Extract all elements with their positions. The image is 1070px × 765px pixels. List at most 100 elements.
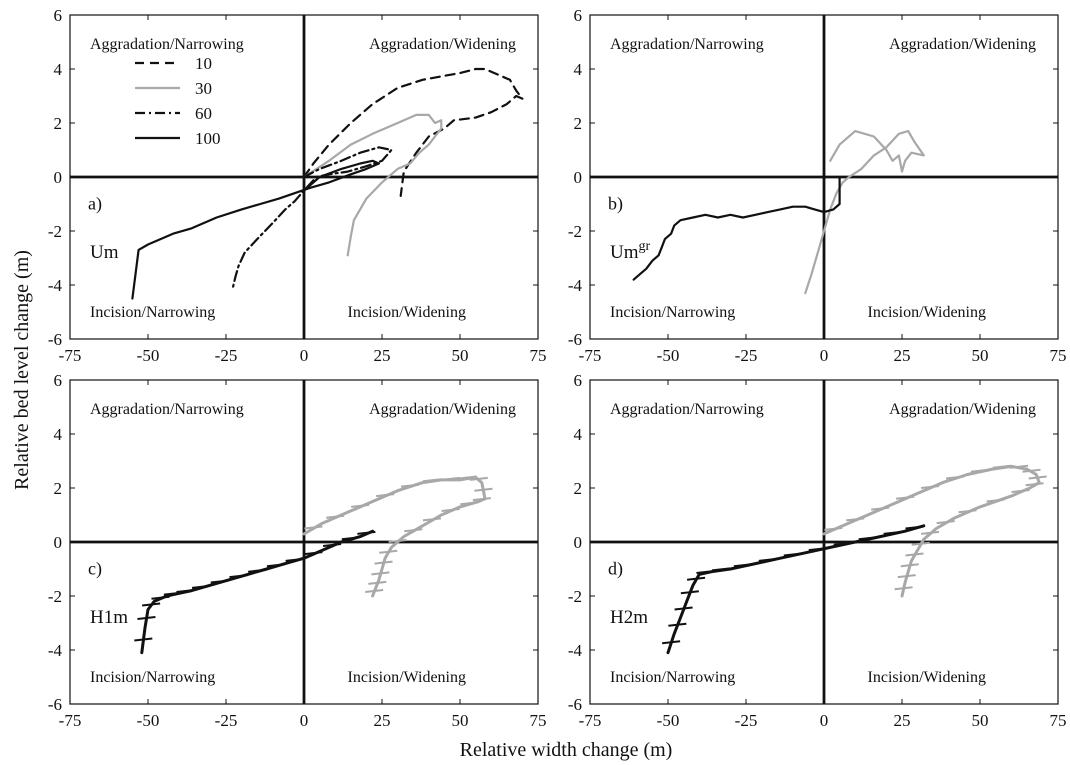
- panel-c-series-0-hatch: [368, 580, 387, 585]
- panel-d-series-0-hatch: [970, 468, 990, 473]
- panel-c-series-1-hatch: [191, 584, 211, 589]
- panel-c-series-1-hatch: [285, 557, 304, 562]
- panel-c-series-0-hatch: [460, 501, 479, 506]
- panel-d-series-1-hatch: [758, 557, 777, 562]
- panel-b-xtick-label: 75: [1050, 346, 1067, 365]
- panel-c-ytick-label: 0: [54, 533, 63, 552]
- panel-d-quadrant-label-bottom-right: Incision/Widening: [868, 669, 986, 686]
- panel-c-series-0-hatch: [458, 475, 477, 480]
- panel-d-series-0-hatch: [894, 586, 913, 591]
- panel-c-series-1-hatch: [142, 602, 161, 607]
- panel-d-series-0-hatch: [824, 526, 843, 531]
- panel-c-quadrant-label-bottom-right: Incision/Widening: [348, 669, 466, 686]
- panel-d-series-1-hatch: [662, 640, 681, 645]
- panel-d-series-1-hatch: [808, 547, 827, 552]
- panel-d-series-0-hatch: [992, 464, 1011, 469]
- panel-c-ytick-label: -2: [48, 587, 62, 606]
- panel-b-letter: b): [608, 193, 623, 214]
- panel-a-ytick-label: -4: [48, 276, 63, 295]
- panel-c-series-0-hatch: [351, 503, 370, 508]
- panel-c-xtick-label: 75: [530, 711, 547, 730]
- panel-d-ytick-label: 2: [574, 479, 583, 498]
- panel-a-ytick-label: 2: [54, 114, 63, 133]
- panel-d-series-0-hatch: [1009, 464, 1029, 469]
- panel-d-series-1-hatch: [680, 590, 699, 595]
- panel-c-series-0-hatch: [365, 588, 384, 593]
- panel-d-series-0-hatch: [920, 530, 940, 535]
- panel-a-ytick-label: 0: [54, 168, 63, 187]
- panel-a-series-30-line: [302, 113, 443, 257]
- panel-a-ytick-label: -2: [48, 222, 62, 241]
- panel-b-xtick-label: 0: [820, 346, 829, 365]
- panel-b-ytick-label: 6: [574, 6, 583, 25]
- panel-d-quadrant-label-bottom-left: Incision/Narrowing: [610, 669, 735, 686]
- panel-b-quadrant-label-bottom-right: Incision/Widening: [868, 304, 986, 321]
- panel-c-letter: c): [88, 558, 102, 579]
- panel-b-ytick-label: 2: [574, 114, 583, 133]
- panel-c-series-1-hatch: [137, 615, 156, 620]
- panel-b-xtick-label: 50: [972, 346, 989, 365]
- panel-c-series-0-hatch: [404, 528, 423, 533]
- panel-c: -75 -50 -25 0 25 50 75 -6 -4 -2 0 2 4 6 Aggradation/Na…: [48, 371, 547, 730]
- panel-d-xtick-label: -50: [657, 711, 680, 730]
- panel-c-series-0-hatch: [469, 476, 488, 481]
- panel-d-series-0-hatch: [936, 520, 955, 525]
- panel-c-series-0-hatch: [422, 478, 442, 483]
- panel-c-ytick-label: 2: [54, 479, 63, 498]
- panel-c-series-1-hatch: [248, 568, 267, 573]
- x-axis-title: Relative width change (m): [460, 739, 673, 761]
- panel-c-series-1-hatch: [163, 591, 183, 596]
- panel-c-quadrant-label-top-right: Aggradation/Widening: [369, 401, 516, 418]
- panel-b-series-1-line: [632, 175, 841, 281]
- panel-b-quadrant-label-top-right: Aggradation/Widening: [889, 36, 1036, 53]
- panel-a-xtick-label: 50: [452, 346, 469, 365]
- panel-d-series-0-hatch: [958, 509, 977, 514]
- panel-c-xtick-label: 0: [300, 711, 309, 730]
- panel-c-xtick-label: -50: [137, 711, 160, 730]
- panel-d-ytick-label: -6: [568, 695, 582, 714]
- panel-d-series-0-hatch: [1028, 475, 1047, 480]
- panel-c-series-1-hatch: [322, 543, 342, 548]
- panel-d-series-0-hatch: [1025, 482, 1044, 487]
- panel-a-legend-label-10: 10: [195, 54, 212, 73]
- panel-c-series-0-hatch: [441, 507, 460, 512]
- panel-c-xtick-label: -75: [59, 711, 82, 730]
- panel-c-series-1-hatch: [176, 588, 195, 593]
- panel-d-series-0-hatch: [1011, 489, 1030, 494]
- panel-c-run-name: H1m: [90, 607, 128, 628]
- panel-a-ytick-label: -6: [48, 330, 62, 349]
- panel-c-xtick-label: 25: [374, 711, 391, 730]
- panel-c-series-1-hatch: [210, 579, 229, 584]
- panel-a-xtick-label: -75: [59, 346, 82, 365]
- panel-d-series-0-hatch: [986, 498, 1005, 503]
- panel-c-series-1-hatch: [134, 637, 153, 642]
- panel-c-series-1-hatch: [229, 574, 248, 579]
- panel-d-ytick-label: -2: [568, 587, 582, 606]
- panel-a-quadrant-label-bottom-left: Incision/Narrowing: [90, 304, 215, 321]
- panel-b-ytick-label: -2: [568, 222, 582, 241]
- panel-c-series-0-hatch: [304, 525, 323, 530]
- panel-c-series-1-hatch: [151, 595, 170, 600]
- panel-a-xtick-label: 0: [300, 346, 309, 365]
- panel-a-ytick-label: 6: [54, 6, 63, 25]
- panel-d-series-1-hatch: [883, 530, 902, 535]
- panel-d-ytick-label: 0: [574, 533, 583, 552]
- panel-a: -75 -50 -25 0 25 50 75 -6 -4 -2 0 2 4 6 Aggradation/Na…: [48, 6, 547, 365]
- panel-c-xtick-label: -25: [215, 711, 238, 730]
- panel-d-ytick-label: 4: [574, 425, 583, 444]
- panel-c-series-0-hatch: [374, 560, 393, 565]
- panel-a-quadrant-label-top-left: Aggradation/Narrowing: [90, 36, 244, 53]
- panel-a-xtick-label: -25: [215, 346, 238, 365]
- panel-c-ytick-label: -4: [48, 641, 63, 660]
- panel-a-legend-label-30: 30: [195, 79, 212, 98]
- panel-a-xtick-label: 25: [374, 346, 391, 365]
- panel-b: -75 -50 -25 0 25 50 75 -6 -4 -2 0 2 4 6 Aggradation/Na…: [568, 6, 1067, 365]
- panel-a-xtick-label: -50: [137, 346, 160, 365]
- panel-c-series-1-line: [140, 529, 375, 655]
- panel-c-xtick-label: 50: [452, 711, 469, 730]
- panel-c-series-1-hatch: [341, 536, 360, 541]
- panel-c-series-0-hatch: [422, 517, 442, 522]
- panel-d-quadrant-label-top-left: Aggradation/Narrowing: [610, 401, 764, 418]
- panel-a-run-name-base: Um: [90, 242, 119, 263]
- panel-d-series-1-hatch: [833, 541, 852, 546]
